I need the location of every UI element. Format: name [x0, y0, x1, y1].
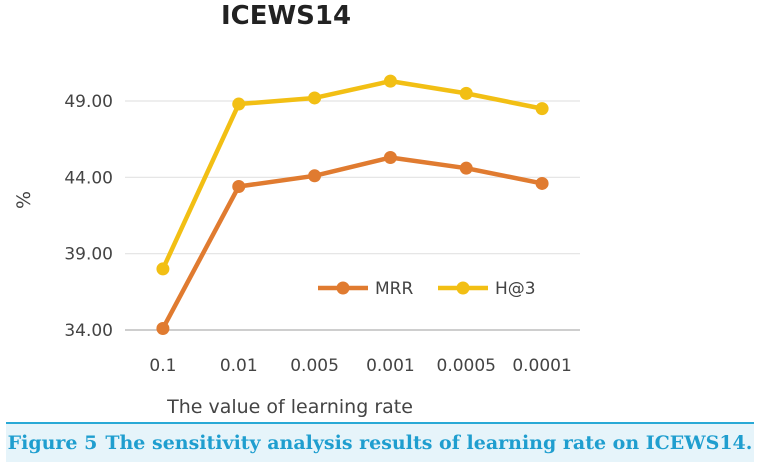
x-axis-ticks: 0.1 0.01 0.005 0.001 0.0005 0.0001	[149, 356, 571, 376]
y-axis-label: %	[13, 191, 35, 209]
data-point	[459, 161, 473, 175]
data-point	[232, 97, 246, 111]
y-tick-label: 44.00	[64, 168, 113, 188]
line-chart: ICEWS14 34.00 39.00 44.00 49.00 0.1 0.01 0.00…	[13, 1, 580, 418]
data-point	[459, 86, 473, 100]
legend-label: H@3	[495, 279, 536, 299]
data-point	[383, 74, 397, 88]
figure-caption: Figure 5 The sensitivity analysis result…	[6, 422, 754, 462]
x-tick-label: 0.1	[149, 356, 176, 376]
y-tick-label: 39.00	[64, 245, 113, 265]
x-tick-label: 0.005	[290, 356, 339, 376]
x-tick-label: 0.01	[220, 356, 258, 376]
data-point	[535, 176, 549, 190]
series-mrr	[156, 150, 549, 335]
legend: MRR H@3	[318, 279, 536, 299]
figure-caption-text: The sensitivity analysis results of lear…	[105, 432, 753, 454]
series-h-3	[156, 74, 549, 276]
data-point	[232, 179, 246, 193]
data-point	[156, 321, 170, 335]
data-point	[308, 91, 322, 105]
x-tick-label: 0.001	[366, 356, 415, 376]
series-line	[160, 78, 543, 270]
x-axis-label: The value of learning rate	[166, 396, 413, 418]
data-point	[535, 102, 549, 116]
data-point	[308, 169, 322, 183]
y-tick-label: 34.00	[64, 321, 113, 341]
chart-title: ICEWS14	[221, 1, 351, 31]
legend-swatch-marker	[336, 281, 350, 295]
y-tick-label: 49.00	[64, 92, 113, 112]
x-tick-label: 0.0001	[512, 356, 571, 376]
series-line	[160, 155, 543, 330]
data-point	[383, 150, 397, 164]
legend-swatch-marker	[456, 281, 470, 295]
data-point	[156, 262, 170, 276]
x-tick-label: 0.0005	[437, 356, 496, 376]
y-axis-ticks: 34.00 39.00 44.00 49.00	[64, 92, 113, 341]
legend-label: MRR	[375, 279, 413, 299]
series-group	[156, 74, 549, 335]
figure-label: Figure 5	[7, 432, 98, 454]
